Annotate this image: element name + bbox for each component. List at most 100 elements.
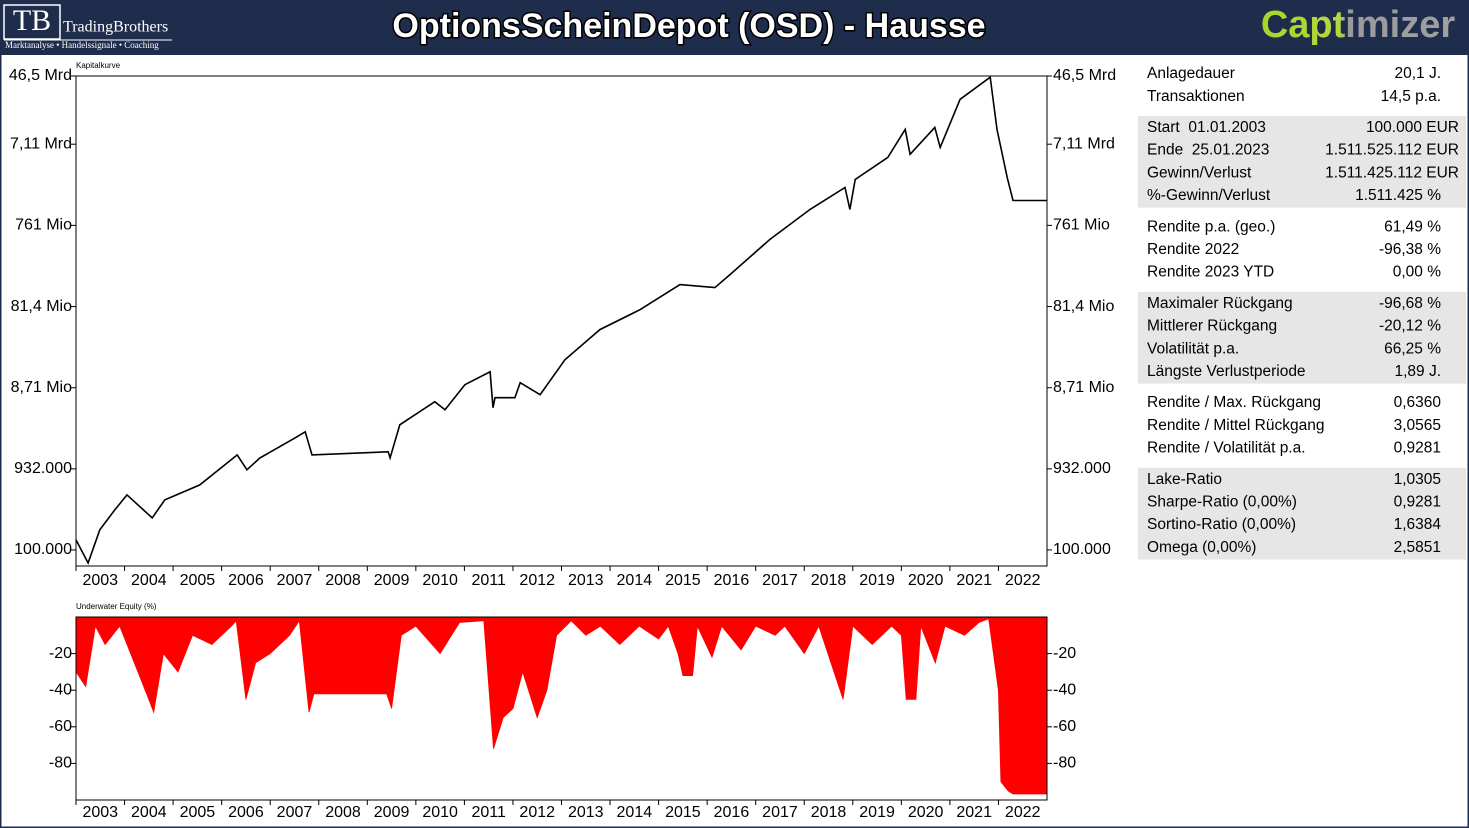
logo-box (3, 4, 61, 40)
stat-label: Rendite / Max. Rückgang (1147, 394, 1321, 411)
stat-value: 100.000 EUR (1366, 119, 1459, 136)
stat-label: %-Gewinn/Verlust (1147, 187, 1271, 204)
drawdown-area (75, 616, 1048, 795)
y-tick-label: -20 (49, 645, 72, 662)
page-title: OptionsScheinDepot (OSD) - Hausse (392, 7, 985, 45)
stat-label: Sharpe-Ratio (0,00%) (1147, 493, 1297, 510)
x-tick-label: 2021 (956, 804, 992, 821)
stat-value: 0,9281 (1394, 440, 1441, 457)
y-tick-label: 7,11 Mrd (1053, 135, 1115, 152)
y-tick-label: 932.000 (14, 460, 72, 477)
stat-label: Omega (0,00%) (1147, 539, 1256, 556)
y-tick-label: 932.000 (1053, 460, 1111, 477)
stat-value: 14,5 p.a. (1381, 88, 1441, 105)
stat-value: 0,9281 (1394, 493, 1441, 510)
y-tick-label: -40 (1053, 681, 1076, 698)
stat-label: Mittlerer Rückgang (1147, 318, 1277, 335)
y-tick-label: 8,71 Mio (1053, 379, 1114, 396)
x-tick-label: 2010 (422, 804, 458, 821)
stats-band (1138, 467, 1466, 560)
stat-label: Sortino-Ratio (0,00%) (1147, 516, 1296, 533)
stat-value: 1.511.425.112 EUR (1325, 164, 1459, 181)
y-tick-label: -80 (49, 755, 72, 772)
stat-value: 1.511.425 % (1355, 187, 1441, 204)
y-tick-label: 46,5 Mrd (1053, 67, 1116, 84)
chart-title: Kapitalkurve (76, 61, 121, 70)
x-tick-label: 2017 (762, 572, 798, 589)
x-tick-label: 2016 (714, 804, 750, 821)
logo-name: TradingBrothers (63, 19, 168, 36)
x-tick-label: 2008 (325, 572, 361, 589)
stat-label: Gewinn/Verlust (1147, 164, 1252, 181)
x-tick-label: 2019 (859, 572, 895, 589)
stat-label: Längste Verlustperiode (1147, 363, 1306, 380)
stat-label: Lake-Ratio (1147, 471, 1222, 488)
brand: Captimizer (1261, 4, 1455, 46)
y-tick-label: 81,4 Mio (1053, 298, 1114, 315)
x-tick-label: 2004 (131, 572, 167, 589)
y-tick-label: 761 Mio (15, 217, 72, 234)
x-tick-label: 2013 (568, 804, 604, 821)
x-tick-label: 2011 (471, 572, 506, 589)
stat-value: 1,0305 (1394, 471, 1441, 488)
stats-band (1138, 291, 1466, 384)
x-tick-label: 2014 (617, 804, 653, 821)
x-tick-label: 2004 (131, 804, 167, 821)
stat-value: 61,49 % (1384, 218, 1441, 235)
stat-label: Anlagedauer (1147, 65, 1235, 82)
stat-value: 1.511.525.112 EUR (1325, 142, 1459, 159)
stat-value: 3,0565 (1394, 417, 1441, 434)
y-tick-label: -60 (1053, 718, 1076, 735)
chart-title: Underwater Equity (%) (76, 602, 157, 611)
x-tick-label: 2012 (519, 572, 555, 589)
x-tick-label: 2014 (617, 572, 653, 589)
x-tick-label: 2021 (956, 572, 992, 589)
y-tick-label: 46,5 Mrd (9, 67, 72, 84)
x-tick-label: 2010 (422, 572, 458, 589)
x-tick-label: 2016 (714, 572, 750, 589)
x-tick-label: 2018 (811, 572, 847, 589)
x-tick-label: 2008 (325, 804, 361, 821)
x-tick-label: 2020 (908, 804, 944, 821)
x-tick-label: 2006 (228, 804, 264, 821)
logo-tagline: Marktanalyse • Handelssignale • Coaching (5, 40, 159, 50)
x-tick-label: 2009 (374, 572, 410, 589)
y-tick-label: 81,4 Mio (11, 298, 72, 315)
x-tick-label: 2005 (180, 804, 216, 821)
stat-value: 20,1 J. (1394, 65, 1441, 82)
y-tick-label: -80 (1053, 755, 1076, 772)
x-tick-label: 2011 (471, 804, 506, 821)
stat-value: -20,12 % (1379, 318, 1441, 335)
logo-initials: TB (13, 4, 51, 37)
x-tick-label: 2020 (908, 572, 944, 589)
stat-value: 66,25 % (1384, 340, 1441, 357)
stat-label: Rendite / Volatilität p.a. (1147, 440, 1306, 457)
x-tick-label: 2015 (665, 572, 701, 589)
x-tick-label: 2022 (1005, 572, 1041, 589)
x-tick-label: 2018 (811, 804, 847, 821)
stat-value: 0,6360 (1394, 394, 1442, 411)
stat-label: Rendite / Mittel Rückgang (1147, 417, 1324, 434)
x-tick-label: 2006 (228, 572, 264, 589)
x-tick-label: 2003 (82, 572, 118, 589)
stat-label: Start 01.01.2003 (1147, 119, 1266, 136)
y-tick-label: 761 Mio (1053, 217, 1110, 234)
y-tick-label: 100.000 (1053, 541, 1111, 558)
y-tick-label: -60 (49, 718, 72, 735)
x-tick-label: 2007 (277, 572, 313, 589)
x-tick-label: 2007 (277, 804, 313, 821)
y-tick-label: 100.000 (14, 541, 72, 558)
stats-band (1138, 115, 1466, 208)
stat-label: Transaktionen (1147, 88, 1245, 105)
x-tick-label: 2003 (82, 804, 118, 821)
stat-label: Rendite 2023 YTD (1147, 264, 1274, 281)
stat-label: Rendite p.a. (geo.) (1147, 218, 1275, 235)
y-tick-label: -40 (49, 681, 72, 698)
stat-value: 1,89 J. (1394, 363, 1441, 380)
y-tick-label: 8,71 Mio (11, 379, 72, 396)
stat-label: Ende 25.01.2023 (1147, 142, 1269, 159)
header-band (0, 0, 1469, 55)
x-tick-label: 2005 (180, 572, 216, 589)
x-tick-label: 2013 (568, 572, 604, 589)
